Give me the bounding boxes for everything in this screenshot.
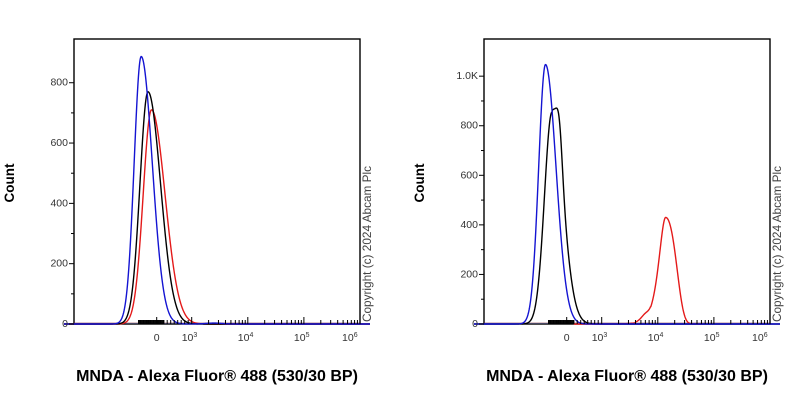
svg-text:200: 200 bbox=[460, 268, 478, 280]
svg-text:600: 600 bbox=[50, 137, 68, 149]
svg-text:800: 800 bbox=[460, 120, 478, 132]
svg-text:103: 103 bbox=[592, 332, 608, 344]
svg-text:Count: Count bbox=[2, 163, 17, 202]
svg-text:106: 106 bbox=[752, 332, 768, 344]
svg-text:105: 105 bbox=[704, 332, 720, 344]
svg-text:103: 103 bbox=[182, 332, 198, 344]
svg-text:MNDA - Alexa Fluor® 488 (530/3: MNDA - Alexa Fluor® 488 (530/30 BP) bbox=[76, 368, 358, 385]
svg-text:0: 0 bbox=[472, 318, 478, 330]
svg-text:0: 0 bbox=[62, 318, 68, 330]
svg-text:800: 800 bbox=[50, 77, 68, 89]
svg-text:104: 104 bbox=[238, 332, 254, 344]
svg-text:105: 105 bbox=[294, 332, 310, 344]
svg-text:0: 0 bbox=[154, 332, 160, 344]
svg-text:200: 200 bbox=[50, 258, 68, 270]
svg-text:106: 106 bbox=[342, 332, 358, 344]
svg-text:104: 104 bbox=[648, 332, 664, 344]
svg-text:1.0K: 1.0K bbox=[456, 70, 478, 82]
svg-text:Copyright (c) 2024 Abcam Plc: Copyright (c) 2024 Abcam Plc bbox=[360, 166, 374, 322]
svg-text:400: 400 bbox=[50, 197, 68, 209]
svg-text:MNDA - Alexa Fluor® 488 (530/3: MNDA - Alexa Fluor® 488 (530/30 BP) bbox=[486, 368, 768, 385]
svg-text:400: 400 bbox=[460, 219, 478, 231]
svg-text:Count: Count bbox=[412, 163, 427, 202]
svg-text:600: 600 bbox=[460, 169, 478, 181]
svg-text:0: 0 bbox=[564, 332, 570, 344]
svg-text:Copyright (c) 2024 Abcam Plc: Copyright (c) 2024 Abcam Plc bbox=[770, 166, 784, 322]
